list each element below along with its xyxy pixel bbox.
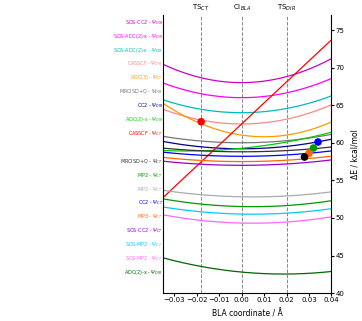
Text: SOS-MP2 - $\Psi_{CT}$: SOS-MP2 - $\Psi_{CT}$ [126, 254, 163, 263]
Y-axis label: ΔE / kcal/mol: ΔE / kcal/mol [350, 129, 359, 179]
Point [315, 139, 321, 144]
Text: CC2 - $\Psi_{DIR}$: CC2 - $\Psi_{DIR}$ [136, 101, 163, 110]
Text: ADC(3) - $\Psi_{CT}$: ADC(3) - $\Psi_{CT}$ [130, 74, 163, 82]
Text: CI$_{BLA}$: CI$_{BLA}$ [232, 3, 251, 13]
Text: SOS-ADC(2)-x - $\Psi_{DIR}$: SOS-ADC(2)-x - $\Psi_{DIR}$ [113, 32, 163, 41]
Text: MRCISD+Q - $\Psi_{DIR}$: MRCISD+Q - $\Psi_{DIR}$ [119, 87, 163, 96]
Point [311, 145, 316, 151]
Text: TS$_{DIR}$: TS$_{DIR}$ [277, 3, 296, 13]
Text: MP2 - $\Psi_{CT}$: MP2 - $\Psi_{CT}$ [137, 171, 163, 180]
Text: CASSCF - $\Psi_{CT}$: CASSCF - $\Psi_{CT}$ [129, 129, 163, 138]
Point [306, 151, 312, 156]
Text: CC2 - $\Psi_{CT}$: CC2 - $\Psi_{CT}$ [138, 199, 163, 207]
Text: ADC(2)-x - $\Psi_{DIR}$: ADC(2)-x - $\Psi_{DIR}$ [125, 268, 163, 277]
Text: MP3 - $\Psi_{CT}$: MP3 - $\Psi_{CT}$ [137, 213, 163, 221]
Text: MRCISD+Q - $\Psi_{CT}$: MRCISD+Q - $\Psi_{CT}$ [120, 157, 163, 166]
Text: CASSCF - $\Psi_{DIR}$: CASSCF - $\Psi_{DIR}$ [127, 59, 163, 68]
Text: MP2 - $\Psi_{CT}$: MP2 - $\Psi_{CT}$ [137, 185, 163, 194]
Point [302, 154, 307, 160]
Text: TS$_{CT}$: TS$_{CT}$ [192, 3, 210, 13]
Text: ADC(2)-s - $\Psi_{DIR}$: ADC(2)-s - $\Psi_{DIR}$ [125, 115, 163, 124]
X-axis label: BLA coordinate / Å: BLA coordinate / Å [212, 309, 283, 318]
Text: SOS-MP2 - $\Psi_{CT}$: SOS-MP2 - $\Psi_{CT}$ [126, 240, 163, 249]
Text: SOS-CC2 - $\Psi_{DIR}$: SOS-CC2 - $\Psi_{DIR}$ [125, 18, 163, 27]
Point [198, 119, 204, 124]
Text: SOS-ADC(2)-s - $\Psi_{DIR}$: SOS-ADC(2)-s - $\Psi_{DIR}$ [113, 46, 163, 55]
Text: SOS-CC2 - $\Psi_{CT}$: SOS-CC2 - $\Psi_{CT}$ [126, 226, 163, 235]
